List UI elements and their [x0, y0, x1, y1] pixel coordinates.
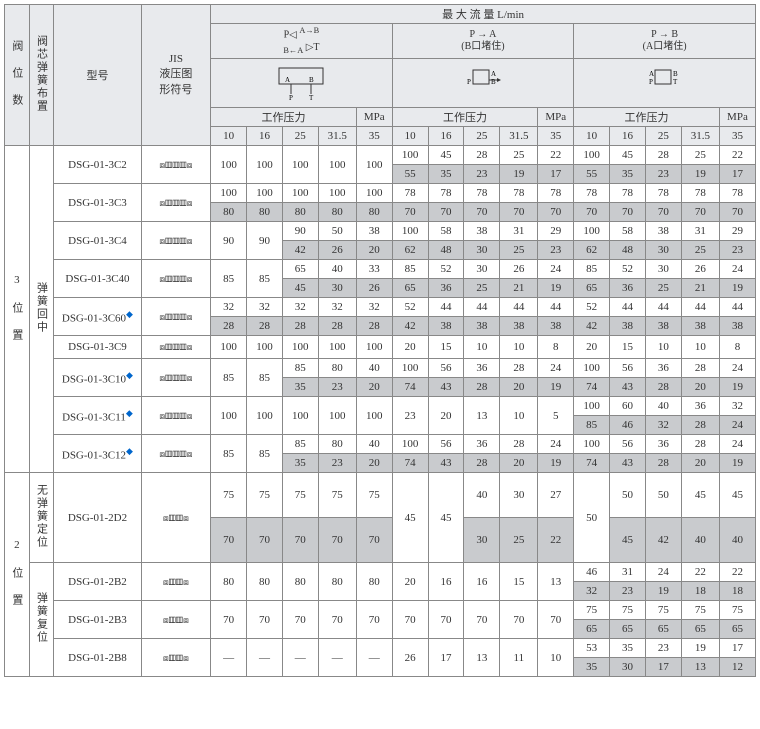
table-row: DSG-01-3C11◆⧈▥▥▥⧈ 100100100100100 232013… — [5, 397, 756, 416]
jis-symbol: ⧈▥▥⧈ — [141, 601, 210, 639]
table-row: 3 位 置 弹簧回中 DSG-01-3C2 ⧈▥▥▥⧈ 100100100100… — [5, 146, 756, 165]
table-row: DSG-01-3C10◆⧈▥▥▥⧈ 8585858040 10056362824… — [5, 359, 756, 378]
svg-text:A: A — [491, 70, 496, 78]
hdr-maxflow: 最 大 流 量 L/min — [211, 5, 756, 24]
hdr-groupC-diagram: A B P T — [574, 59, 756, 108]
model-cell: DSG-01-2B8 — [54, 639, 141, 677]
hdr-groupA-diagram: A B P T — [211, 59, 393, 108]
spring-none: 无弹簧定位 — [29, 473, 54, 563]
model-cell: DSG-01-3C2 — [54, 146, 141, 184]
hdr-groupA-path: P◁ A→BB←A ▷T — [211, 24, 393, 59]
jis-symbol: ⧈▥▥▥⧈ — [141, 435, 210, 473]
col-jis: JIS 液压图 形符号 — [141, 5, 210, 146]
hdr-wpC: 工作压力 — [574, 108, 720, 127]
model-cell: DSG-01-3C40 — [54, 260, 141, 298]
table-row: DSG-01-3C3⧈▥▥▥⧈ 100100100100100 78787878… — [5, 184, 756, 203]
jis-symbol: ⧈▥▥⧈ — [141, 639, 210, 677]
jis-symbol: ⧈▥▥▥⧈ — [141, 222, 210, 260]
svg-text:A: A — [285, 76, 290, 84]
jis-symbol: ⧈▥▥▥⧈ — [141, 298, 210, 336]
col-spring: 阀芯弹簧布置 — [29, 5, 54, 146]
svg-text:P: P — [649, 78, 653, 86]
jis-symbol: ⧈▥▥▥⧈ — [141, 359, 210, 397]
model-cell: DSG-01-3C9 — [54, 336, 141, 359]
svg-text:P: P — [289, 94, 293, 102]
flow-spec-table: 阀 位 数 阀芯弹簧布置 型号 JIS 液压图 形符号 最 大 流 量 L/mi… — [4, 4, 756, 677]
table-row: 弹簧复位 DSG-01-2B2⧈▥▥⧈ 8080808080 201616151… — [5, 563, 756, 582]
jis-symbol: ⧈▥▥▥⧈ — [141, 260, 210, 298]
jis-symbol: ⧈▥▥▥⧈ — [141, 397, 210, 435]
jis-symbol: ⧈▥▥▥⧈ — [141, 336, 210, 359]
spring-return: 弹簧复位 — [29, 563, 54, 677]
jis-symbol: ⧈▥▥▥⧈ — [141, 146, 210, 184]
svg-text:A: A — [649, 70, 654, 78]
svg-text:B: B — [309, 76, 314, 84]
hdr-groupC-path: P → B(A口堵住) — [574, 24, 756, 59]
table-row: DSG-01-3C9⧈▥▥▥⧈ 100100100100100 20151010… — [5, 336, 756, 359]
col-valve-pos: 阀 位 数 — [5, 5, 30, 146]
model-cell: DSG-01-3C11◆ — [54, 397, 141, 435]
svg-text:B: B — [673, 70, 678, 78]
col-model: 型号 — [54, 5, 141, 146]
valve-diagram-icon: AB P — [453, 62, 513, 102]
svg-text:T: T — [309, 94, 314, 102]
jis-symbol: ⧈▥▥▥⧈ — [141, 184, 210, 222]
valve-diagram-icon: A B P T — [271, 62, 331, 102]
hdr-wpA: 工作压力 — [211, 108, 357, 127]
svg-text:T: T — [673, 78, 678, 86]
model-cell: DSG-01-3C12◆ — [54, 435, 141, 473]
svg-text:P: P — [467, 78, 471, 86]
spring-center: 弹簧回中 — [29, 146, 54, 473]
model-cell: DSG-01-2B2 — [54, 563, 141, 601]
table-row: DSG-01-3C12◆⧈▥▥▥⧈ 8585858040 10056362824… — [5, 435, 756, 454]
hdr-groupB-diagram: AB P — [392, 59, 574, 108]
model-cell: DSG-01-3C10◆ — [54, 359, 141, 397]
jis-symbol: ⧈▥▥⧈ — [141, 473, 210, 563]
model-cell: DSG-01-2D2 — [54, 473, 141, 563]
model-cell: DSG-01-3C60◆ — [54, 298, 141, 336]
table-row: 2 位 置 无弹簧定位 DSG-01-2D2 ⧈▥▥⧈ 7575757575 4… — [5, 473, 756, 518]
model-cell: DSG-01-3C4 — [54, 222, 141, 260]
hdr-groupB-path: P → A(B口堵住) — [392, 24, 574, 59]
table-row: DSG-01-2B8⧈▥▥⧈ ————— 2617131110 53352319… — [5, 639, 756, 658]
table-row: DSG-01-2B3⧈▥▥⧈ 7070707070 7070707070 757… — [5, 601, 756, 620]
table-row: DSG-01-3C60◆⧈▥▥▥⧈ 3232323232 5244444444 … — [5, 298, 756, 317]
valvepos-2: 2 位 置 — [5, 473, 30, 677]
svg-text:B: B — [491, 78, 496, 86]
model-cell: DSG-01-3C3 — [54, 184, 141, 222]
model-cell: DSG-01-2B3 — [54, 601, 141, 639]
valve-diagram-icon: A B P T — [635, 62, 695, 102]
table-row: DSG-01-3C4⧈▥▥▥⧈ 9090905038 10058383129 1… — [5, 222, 756, 241]
valvepos-3: 3 位 置 — [5, 146, 30, 473]
hdr-wpB: 工作压力 — [392, 108, 538, 127]
jis-symbol: ⧈▥▥⧈ — [141, 563, 210, 601]
table-row: DSG-01-3C40⧈▥▥▥⧈ 8585654033 8552302624 8… — [5, 260, 756, 279]
